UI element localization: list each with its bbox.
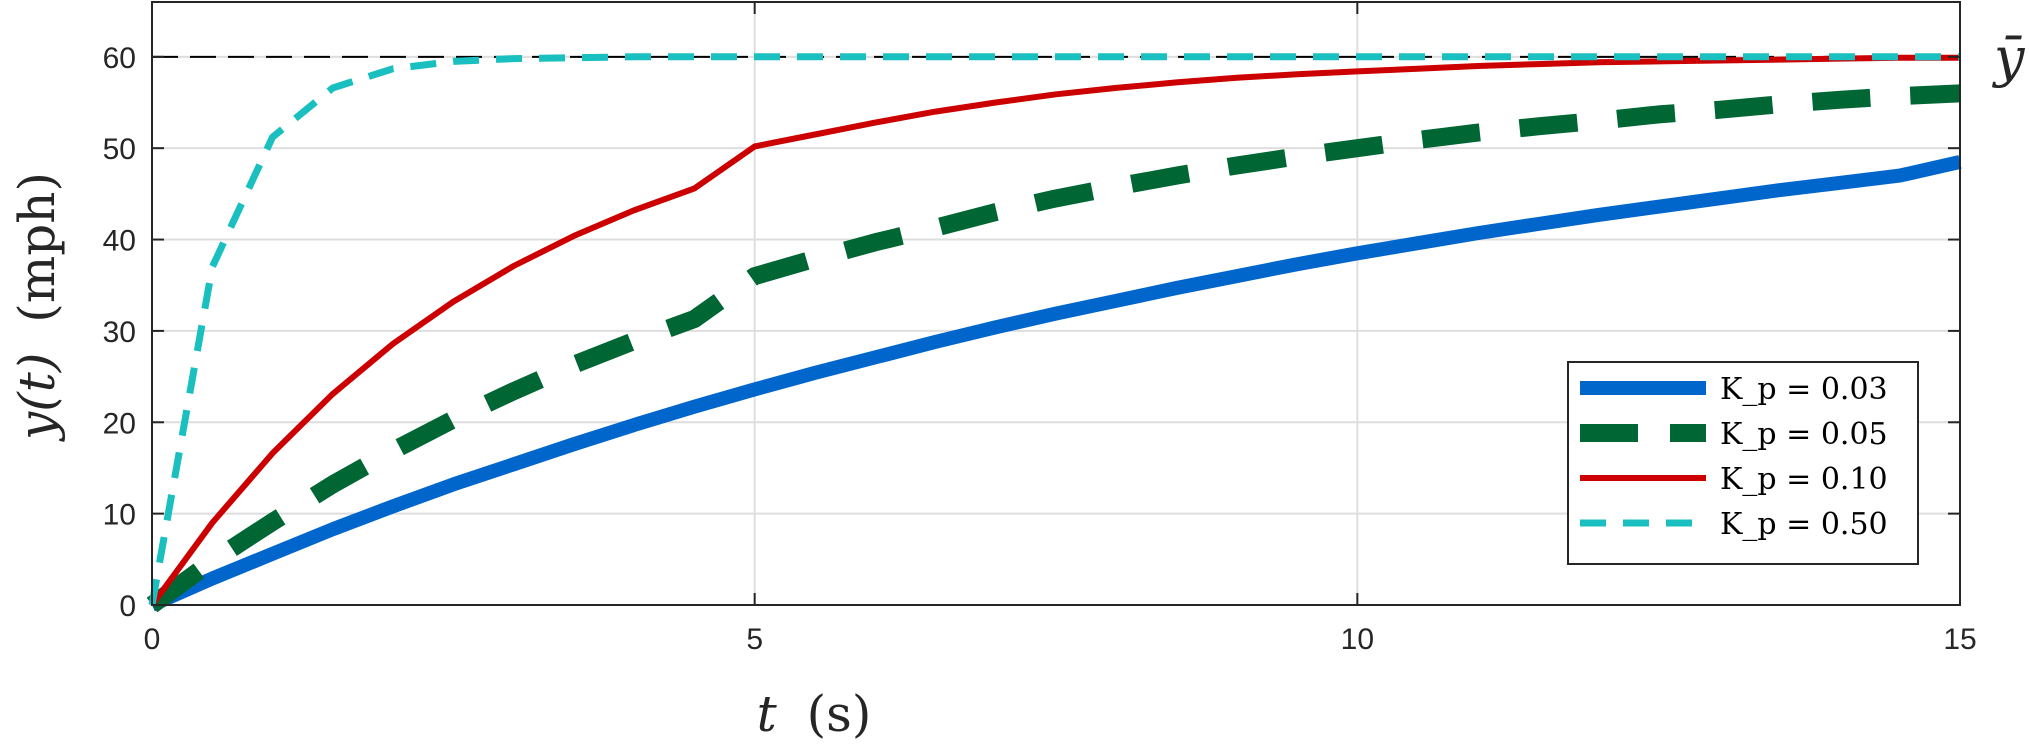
legend: K_p = 0.03 K_p = 0.05 K_p = 0.10 K_p = 0.50 xyxy=(1567,361,1919,565)
y-tick-label: 0 xyxy=(119,590,136,623)
legend-label-2: K_p = 0.05 xyxy=(1720,417,1888,452)
x-tick-label: 0 xyxy=(144,623,161,656)
x-tick-label: 10 xyxy=(1341,623,1374,656)
y-axis-label-var: y(t) xyxy=(8,353,66,442)
y-tick-label: 10 xyxy=(103,499,136,532)
y-tick-label: 20 xyxy=(103,407,136,440)
plot-frame xyxy=(151,1,1961,606)
x-axis-label: t (s) xyxy=(757,685,872,743)
series-line-3 xyxy=(149,54,1960,607)
series-line-1 xyxy=(149,155,1962,612)
tick-labels: 0 5 10 15 0 10 20 30 40 50 60 xyxy=(103,42,1977,656)
y-axis-label: y(t) (mph) xyxy=(8,172,66,442)
legend-label-4: K_p = 0.50 xyxy=(1720,507,1888,542)
y-axis-label-unit: (mph) xyxy=(8,172,66,323)
x-tick-label: 5 xyxy=(746,623,763,656)
y-tick-label: 40 xyxy=(103,225,136,258)
series-line-2 xyxy=(146,84,1961,613)
x-axis-label-unit: (s) xyxy=(807,685,872,743)
series-group xyxy=(146,53,1962,613)
ticks xyxy=(151,2,1961,606)
x-axis-label-var: t xyxy=(757,685,778,743)
legend-label-3: K_p = 0.10 xyxy=(1720,462,1888,497)
legend-entries: K_p = 0.03 K_p = 0.05 K_p = 0.10 K_p = 0.50 xyxy=(1580,372,1888,542)
y-tick-label: 60 xyxy=(103,42,136,75)
y-tick-label: 30 xyxy=(103,316,136,349)
legend-box xyxy=(1567,361,1919,565)
x-tick-label: 15 xyxy=(1943,623,1976,656)
ybar-label: ȳ xyxy=(1992,26,2026,89)
y-tick-label: 50 xyxy=(103,133,136,166)
series-line-4 xyxy=(148,53,1960,606)
legend-label-1: K_p = 0.03 xyxy=(1720,372,1888,407)
